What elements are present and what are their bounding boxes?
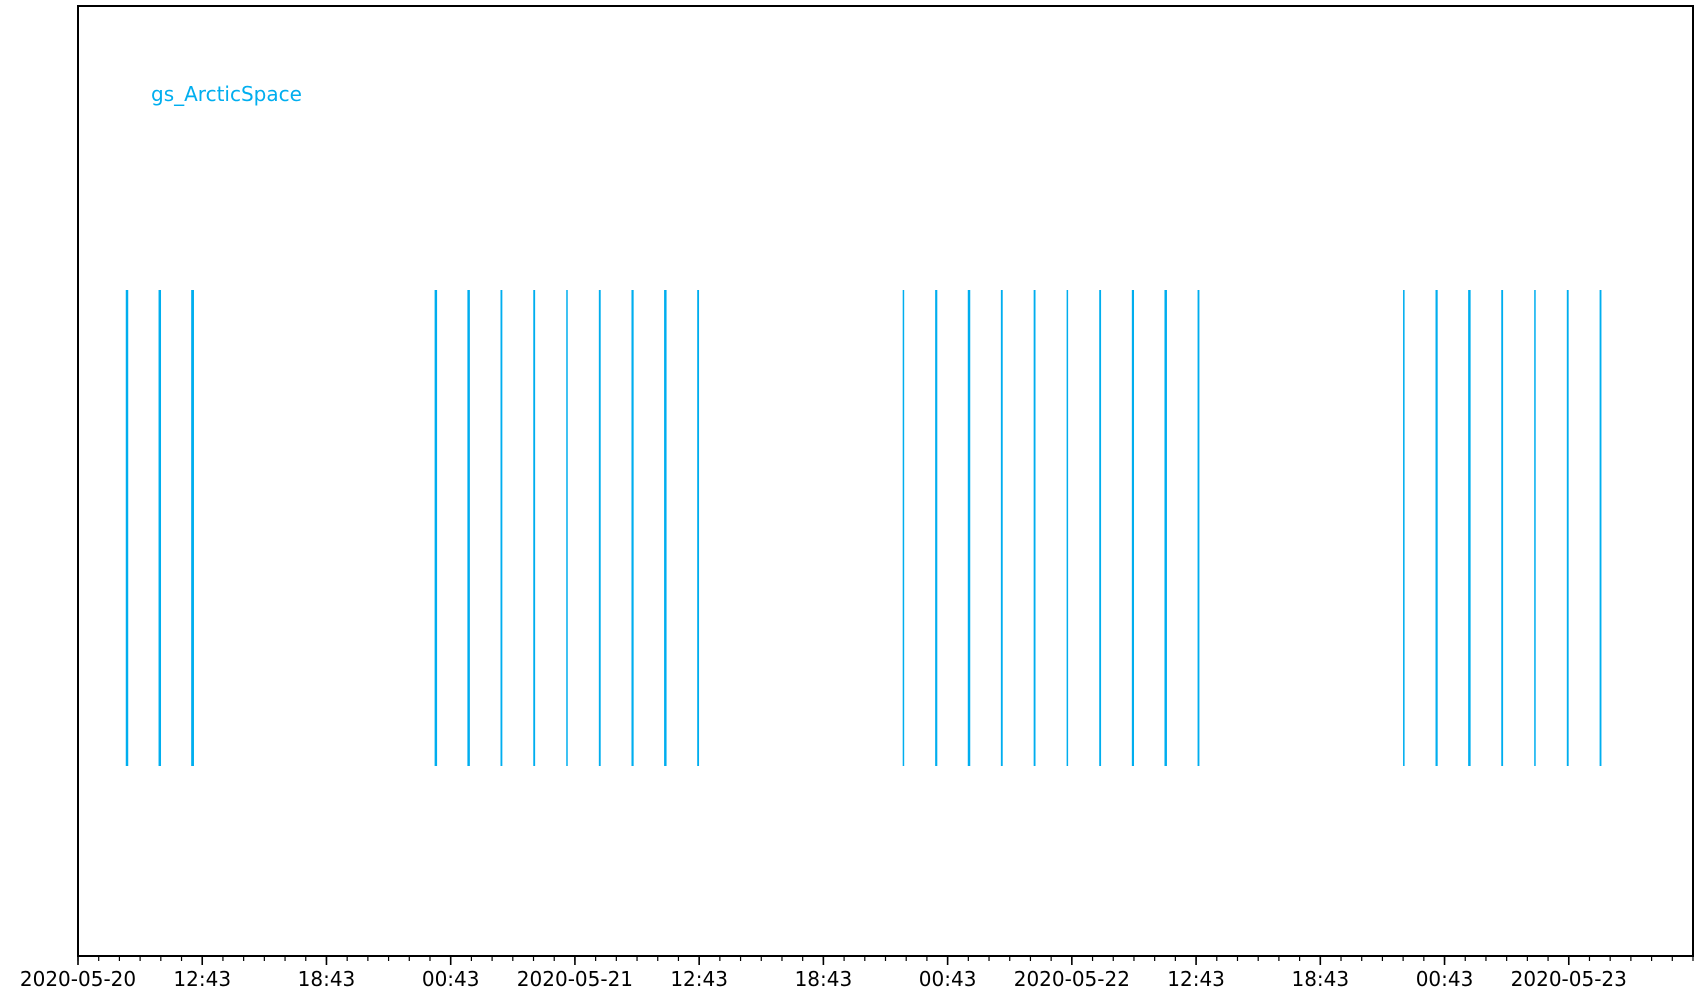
event-bar bbox=[125, 290, 129, 766]
event-bar bbox=[697, 290, 700, 766]
event-bar bbox=[967, 290, 971, 766]
event-bar bbox=[1033, 290, 1036, 766]
event-bar bbox=[1468, 290, 1471, 766]
event-bar bbox=[533, 290, 536, 766]
event-bar bbox=[1534, 290, 1536, 766]
x-tick-label: 2020-05-22 bbox=[1014, 967, 1130, 990]
event-bar bbox=[434, 290, 438, 766]
event-bar bbox=[1501, 290, 1504, 766]
event-bar bbox=[664, 290, 667, 766]
event-bar bbox=[902, 290, 905, 766]
x-tick-label: 00:43 bbox=[919, 967, 977, 990]
x-tick-label: 2020-05-23 bbox=[1511, 967, 1627, 990]
x-tick-label: 12:43 bbox=[173, 967, 231, 990]
event-bar bbox=[631, 290, 634, 766]
events-layer bbox=[125, 290, 1602, 766]
event-bar bbox=[566, 290, 568, 766]
x-axis-ticks: 2020-05-20 12:43 18:43 00:43 2020-05-21 12:43… bbox=[20, 956, 1694, 990]
event-bar bbox=[1599, 290, 1602, 766]
event-bar bbox=[1099, 290, 1102, 766]
x-tick-label: 18:43 bbox=[1291, 967, 1349, 990]
series-label: gs_ArcticSpace bbox=[151, 82, 302, 106]
event-bar bbox=[1000, 290, 1003, 766]
event-bar bbox=[598, 290, 601, 766]
event-bar bbox=[467, 290, 470, 766]
event-bar bbox=[158, 290, 162, 766]
x-tick-label: 00:43 bbox=[1416, 967, 1474, 990]
x-tick-label: 12:43 bbox=[1167, 967, 1225, 990]
x-tick-label: 2020-05-21 bbox=[517, 967, 633, 990]
x-tick-label: 18:43 bbox=[795, 967, 853, 990]
plot-frame bbox=[77, 5, 1694, 957]
event-bar bbox=[935, 290, 938, 766]
x-tick-label: 00:43 bbox=[422, 967, 480, 990]
event-bar bbox=[1435, 290, 1438, 766]
event-bar bbox=[1566, 290, 1569, 766]
event-bar bbox=[1066, 290, 1069, 766]
event-bar bbox=[1164, 290, 1167, 766]
event-bar bbox=[191, 290, 194, 766]
x-tick-label: 2020-05-20 bbox=[20, 967, 136, 990]
event-bar bbox=[1403, 290, 1405, 766]
event-bar bbox=[500, 290, 503, 766]
x-tick-label: 12:43 bbox=[670, 967, 728, 990]
event-bar bbox=[1197, 290, 1200, 766]
x-tick-label: 18:43 bbox=[298, 967, 356, 990]
event-bar bbox=[1131, 290, 1135, 766]
